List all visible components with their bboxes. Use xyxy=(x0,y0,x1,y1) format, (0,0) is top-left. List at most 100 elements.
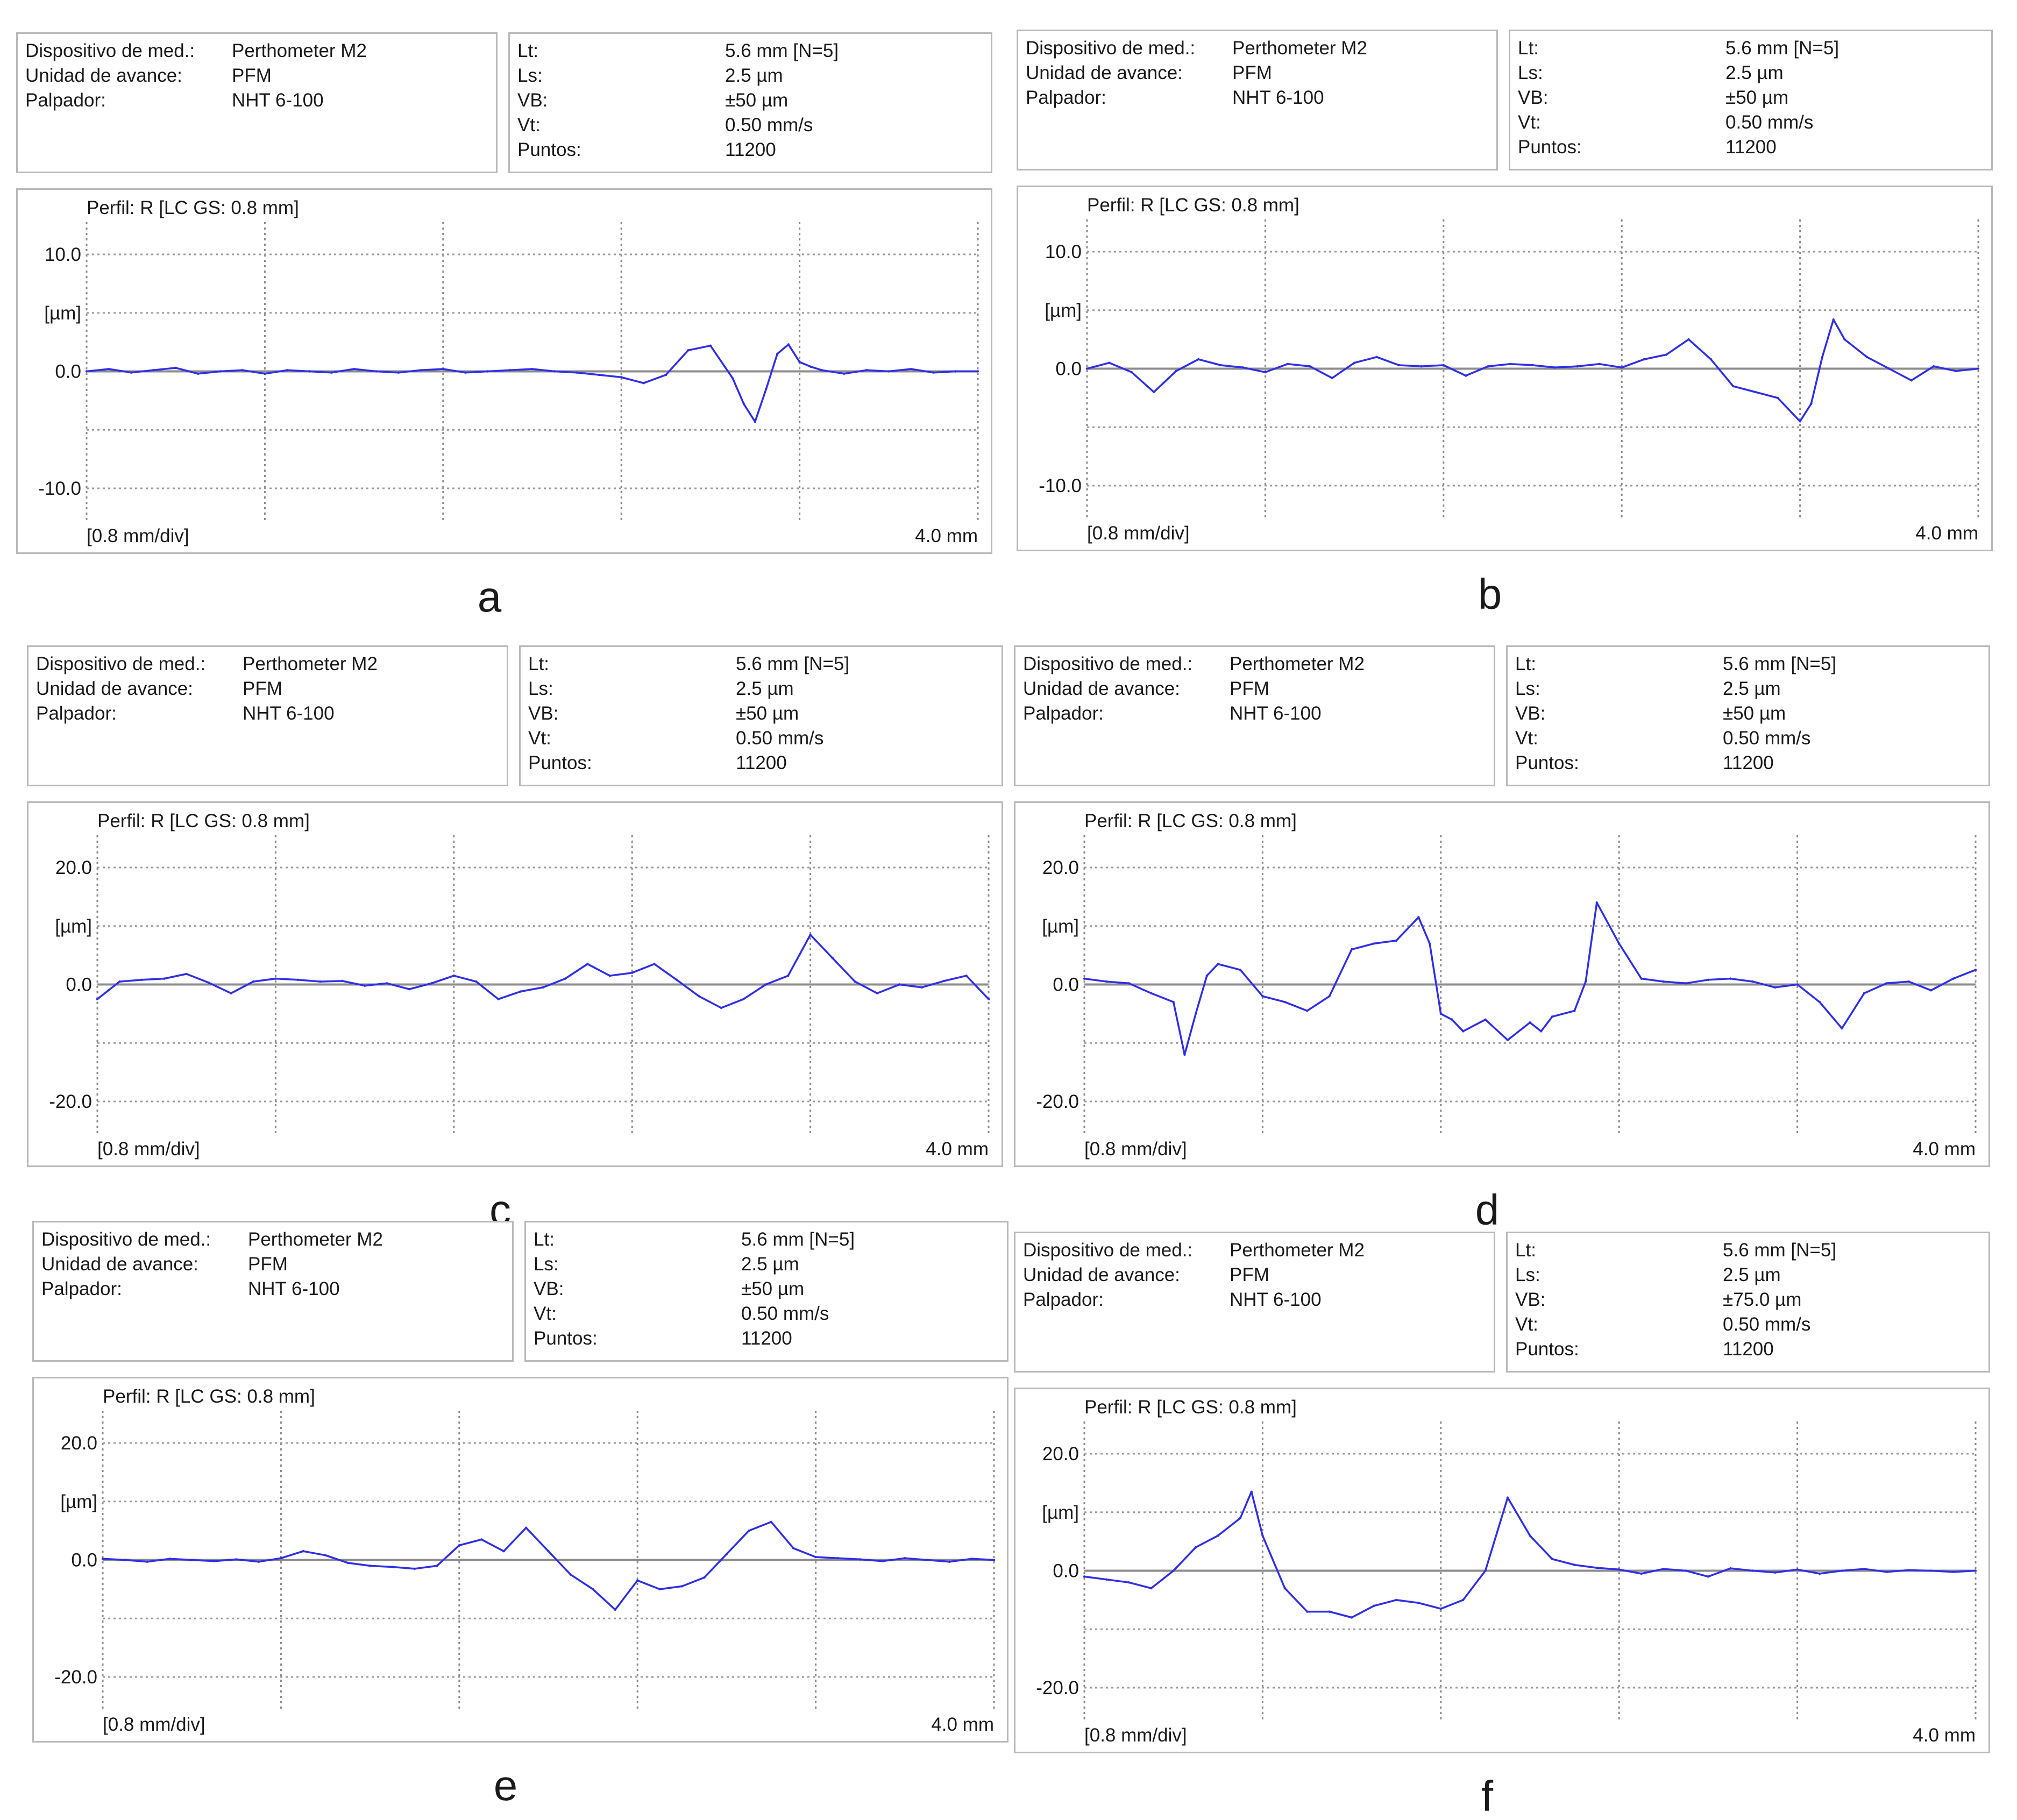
profile-data-point xyxy=(1907,1569,1910,1572)
profile-data-point xyxy=(831,957,834,959)
param-value: ±50 µm xyxy=(741,1278,805,1299)
profile-data-point xyxy=(1397,364,1401,367)
profile-data-point xyxy=(1261,1534,1264,1537)
y-axis-unit-label: [µm] xyxy=(44,303,81,324)
profile-data-point xyxy=(836,1557,840,1560)
y-axis-unit-label: [µm] xyxy=(55,916,92,937)
profile-line xyxy=(102,1521,995,1611)
profile-data-point xyxy=(1665,353,1668,356)
profile-data-point xyxy=(1595,901,1598,904)
device-info-box: Dispositivo de med.: Perthometer M2 Unidad… xyxy=(1014,645,1495,786)
profile-data-point xyxy=(898,983,901,986)
profile-data-point xyxy=(1531,364,1534,367)
profile-data-point xyxy=(212,1560,216,1562)
profile-data-point xyxy=(576,371,578,374)
profile-data-point xyxy=(1573,1563,1576,1566)
param-label: Lt: xyxy=(517,40,538,61)
profile-data-point xyxy=(101,1558,104,1560)
profile-data-point xyxy=(1108,361,1111,364)
param-label: Vt: xyxy=(528,728,551,749)
param-label: Puntos: xyxy=(517,139,581,160)
y-tick-label: 20.0 xyxy=(61,1433,97,1454)
profile-data-point xyxy=(1239,1517,1242,1519)
profile-data-point xyxy=(1885,982,1888,985)
info-value: NHT 6-100 xyxy=(248,1278,340,1299)
profile-data-point xyxy=(1618,942,1621,945)
profile-data-point xyxy=(1205,974,1209,977)
param-label: Puntos: xyxy=(528,752,592,773)
profile-chart-box: Perfil: R [LC GS: 0.8 mm] 20.0 0.0 -20.0 [µm… xyxy=(32,1377,1009,1743)
info-label: Unidad de avance: xyxy=(1026,62,1183,83)
profile-data-point xyxy=(1083,1575,1086,1578)
profile-data-point xyxy=(413,1567,416,1570)
profile-data-point xyxy=(230,992,232,995)
profile-data-point xyxy=(1241,366,1245,369)
param-label: Vt: xyxy=(1515,1314,1538,1335)
info-value: PFM xyxy=(248,1254,288,1275)
param-label: Ls: xyxy=(1518,62,1543,83)
measurement-params-box: Lt: 5.6 mm [N=5] Ls: 2.5 µm VB: ±50 µm Vt: 0.50… xyxy=(1506,645,1990,786)
info-value: NHT 6-100 xyxy=(243,703,335,724)
profile-data-point xyxy=(196,372,200,375)
profile-data-point xyxy=(814,1555,817,1559)
y-tick-label: 10.0 xyxy=(45,244,81,265)
profile-data-point xyxy=(1662,980,1665,983)
profile-data-point xyxy=(130,371,133,374)
profile-data-point xyxy=(1350,948,1353,951)
profile-data-point xyxy=(787,343,790,346)
profile-data-point xyxy=(926,1559,928,1561)
x-end-label: 4.0 mm xyxy=(931,1714,994,1735)
x-end-label: 4.0 mm xyxy=(1913,1139,1976,1160)
param-value: 11200 xyxy=(725,139,776,160)
info-label: Unidad de avance: xyxy=(25,65,182,86)
profile-chart-box: Perfil: R [LC GS: 0.8 mm] 10.0 0.0 -10.0 [µm… xyxy=(1017,186,1993,551)
profile-data-point xyxy=(324,1554,327,1556)
profile-data-point xyxy=(1353,361,1356,364)
profile-data-point xyxy=(542,986,544,989)
profile-data-point xyxy=(524,1526,528,1529)
y-tick-label: 0.0 xyxy=(1053,975,1079,996)
profile-data-point xyxy=(709,344,712,347)
info-label: Palpador: xyxy=(36,703,117,724)
x-scale-label: [0.8 mm/div] xyxy=(1087,523,1190,544)
param-label: VB: xyxy=(1515,1289,1546,1310)
info-value: Perthometer M2 xyxy=(232,40,367,61)
profile-data-point xyxy=(124,1559,126,1561)
profile-data-point xyxy=(296,978,300,981)
profile-data-point xyxy=(1885,1570,1888,1573)
y-axis-unit-label: [µm] xyxy=(60,1491,97,1512)
info-label: Unidad de avance: xyxy=(1023,1264,1180,1285)
profile-data-point xyxy=(1309,365,1311,368)
profile-data-point xyxy=(1732,385,1735,388)
param-value: 0.50 mm/s xyxy=(1723,728,1811,749)
param-label: VB: xyxy=(534,1278,564,1299)
profile-data-point xyxy=(1462,1030,1465,1033)
profile-data-point xyxy=(442,367,444,371)
profile-data-point xyxy=(564,977,567,980)
profile-data-point xyxy=(286,369,289,372)
param-value: ±75.0 µm xyxy=(1723,1289,1802,1310)
profile-data-point xyxy=(675,978,678,981)
profile-data-point xyxy=(859,1558,862,1561)
profile-data-point xyxy=(1974,1569,1977,1572)
x-scale-label: [0.8 mm/div] xyxy=(1084,1725,1187,1746)
profile-data-point xyxy=(280,1557,282,1560)
info-label: Dispositivo de med.: xyxy=(1023,653,1193,674)
param-value: 5.6 mm [N=5] xyxy=(725,40,839,61)
profile-data-point xyxy=(1685,982,1687,985)
profile-data-point xyxy=(302,1549,305,1553)
profile-data-point xyxy=(185,972,188,976)
y-tick-label: 20.0 xyxy=(1042,857,1079,878)
profile-data-point xyxy=(1375,356,1378,358)
profile-data-point xyxy=(1796,1568,1799,1571)
profile-data-point xyxy=(1105,1578,1108,1581)
chart-title: Perfil: R [LC GS: 0.8 mm] xyxy=(87,197,299,218)
profile-data-point xyxy=(1843,338,1846,341)
profile-data-point xyxy=(614,1608,616,1611)
profile-data-point xyxy=(1573,1009,1576,1012)
profile-data-point xyxy=(1707,978,1710,981)
profile-data-point xyxy=(1306,1009,1309,1012)
profile-data-point xyxy=(876,992,879,995)
profile-data-point xyxy=(1685,1569,1687,1572)
chart-panel-d: Dispositivo de med.: Perthometer M2 Unidad… xyxy=(1014,645,2009,1232)
